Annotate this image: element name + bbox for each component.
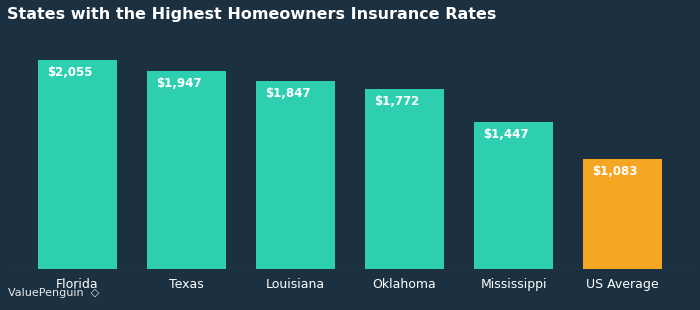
Bar (365, 89, 444, 269)
Text: $1,847: $1,847 (265, 87, 310, 100)
Text: $2,055: $2,055 (47, 66, 92, 79)
Text: States with the Highest Homeowners Insurance Rates: States with the Highest Homeowners Insur… (7, 7, 496, 22)
Text: $1,447: $1,447 (483, 128, 528, 141)
Text: $1,947: $1,947 (156, 77, 202, 90)
Bar (147, 71, 225, 269)
Bar (475, 122, 553, 269)
Bar (583, 159, 662, 269)
Bar (38, 60, 117, 269)
Bar (256, 81, 335, 269)
Text: $1,772: $1,772 (374, 95, 419, 108)
Text: $1,083: $1,083 (592, 165, 638, 178)
Text: ValuePenguin  ◇: ValuePenguin ◇ (8, 288, 99, 298)
